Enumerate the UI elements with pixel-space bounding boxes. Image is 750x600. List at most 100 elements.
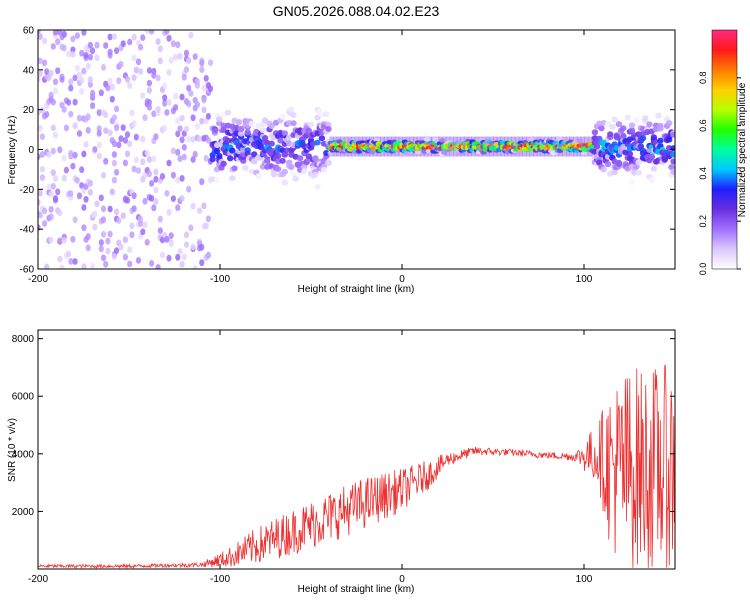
spectrogram-cell	[98, 239, 104, 246]
spectrogram-cell	[259, 127, 267, 134]
spectrogram-cell	[140, 135, 146, 143]
spectrogram-cell	[57, 146, 63, 154]
spectrogram-cell	[61, 154, 67, 162]
spectrogram-cell	[48, 190, 54, 198]
snr-xtick-label: 0	[399, 574, 405, 585]
spectrogram-cell	[146, 79, 152, 87]
spectrogram-cell	[153, 186, 159, 194]
spectrogram-cell	[237, 126, 245, 133]
spectrogram-cell	[90, 262, 96, 269]
spectrogram-cell	[149, 260, 155, 267]
spectrogram-cell	[114, 247, 120, 255]
spectrogram-cell	[81, 204, 87, 211]
spectrogram-cell	[528, 137, 535, 142]
spectrogram-cell	[166, 34, 172, 42]
spectrogram-cell	[149, 195, 155, 202]
spectrogram-cell	[216, 116, 223, 123]
spectrogram-cell	[179, 136, 185, 144]
spectrogram-cell	[320, 166, 328, 173]
spectrogram-cell	[296, 155, 304, 162]
spectrogram-cell	[146, 156, 152, 163]
spectrogram-cell	[39, 133, 46, 141]
spectrogram-cell	[142, 114, 148, 122]
spectrogram-cell	[100, 64, 107, 71]
spectrogram-cell	[105, 247, 111, 255]
spectrogram-cell	[74, 64, 80, 72]
spectrogram-cell	[133, 133, 139, 141]
spectrogram-cell	[255, 173, 262, 180]
spectrogram-cell	[186, 100, 192, 108]
spectrogram-cell	[94, 200, 100, 208]
spectrogram-cell	[190, 243, 196, 251]
spectrogram-cell	[199, 178, 205, 186]
spectrogram-cell	[290, 171, 297, 177]
spectrogram-cell	[281, 179, 288, 186]
spectrogram-cell	[111, 176, 117, 184]
spectrogram-cell	[628, 127, 636, 134]
spectrogram-cell	[173, 53, 179, 61]
spectrogram-cell	[118, 60, 124, 68]
spectrogram-cell	[90, 91, 96, 99]
spectrogram-cell	[114, 168, 120, 176]
spectrogram-cell	[144, 149, 150, 157]
spectrogram-cell	[129, 231, 135, 239]
spectrogram-cell	[39, 165, 46, 173]
spectrogram-cell	[633, 117, 640, 124]
colorbar: 0.0 0.2 0.4 0.6 0.8 Normalized spectral ampl…	[698, 29, 748, 275]
spectrogram-cell	[105, 237, 111, 245]
spectrogram-cell	[194, 122, 200, 130]
spectrogram-cell	[325, 126, 332, 132]
spectrogram-cell	[50, 169, 56, 177]
spectrogram-cell	[224, 109, 232, 116]
spectrogram-cell	[83, 196, 89, 203]
spectrogram-cell	[275, 152, 282, 159]
spectrogram-cell	[42, 59, 48, 67]
spectrogram-cell	[203, 155, 209, 162]
spectrogram-cell	[66, 99, 72, 106]
spectrogram-cell	[129, 109, 135, 117]
spectrogram-cell	[127, 140, 133, 148]
spectrogram-cell	[42, 207, 48, 215]
spectrogram-cell	[162, 99, 168, 107]
spectrogram-cell	[188, 31, 194, 39]
spectrogram-cell	[670, 151, 675, 158]
spectrogram-cell	[177, 125, 183, 132]
spectrogram-cell	[275, 166, 282, 172]
spectrogram-cell	[46, 151, 52, 159]
spectrogram-cell	[81, 263, 87, 269]
spectrogram-cell	[609, 123, 616, 130]
spectrogram-cell	[325, 121, 332, 128]
spectrogram-cell	[179, 93, 185, 101]
colorbar-tick-label: 0.8	[698, 72, 708, 85]
spectrogram-cell	[52, 196, 59, 204]
spectrogram-cell	[109, 83, 115, 91]
spectrogram-cell	[116, 141, 122, 149]
spectrogram-cell	[650, 134, 658, 141]
spectrogram-ytick-label: -20	[20, 185, 35, 196]
spectrogram-cell	[129, 222, 135, 230]
spectrogram-cell	[140, 228, 146, 236]
spectrogram-cell	[173, 104, 179, 111]
spectrogram-cell	[50, 124, 56, 132]
spectrogram-cell	[131, 205, 137, 213]
spectrogram-cell	[231, 165, 238, 172]
spectrogram-cell	[670, 168, 675, 175]
spectrogram-cell	[657, 125, 664, 132]
spectrogram-cell	[175, 117, 181, 125]
spectrogram-cell	[85, 126, 91, 134]
spectrogram-cell	[92, 210, 98, 218]
spectrogram-cell	[114, 47, 120, 55]
spectrogram-cell	[144, 238, 150, 246]
spectrogram-cell	[598, 125, 605, 132]
spectrogram-cell	[199, 243, 205, 251]
spectrogram-cell	[288, 164, 295, 170]
spectrogram-cell	[159, 251, 166, 259]
colorbar-tick-label: 0.4	[698, 167, 708, 180]
spectrogram-cell	[576, 138, 583, 143]
spectrogram-cell	[183, 241, 190, 249]
spectrogram-cell	[59, 264, 65, 269]
spectrogram-cell	[74, 32, 80, 39]
spectrogram-cell	[140, 92, 146, 100]
spectrogram-cell	[127, 82, 133, 89]
spectrogram-cells	[38, 30, 675, 269]
